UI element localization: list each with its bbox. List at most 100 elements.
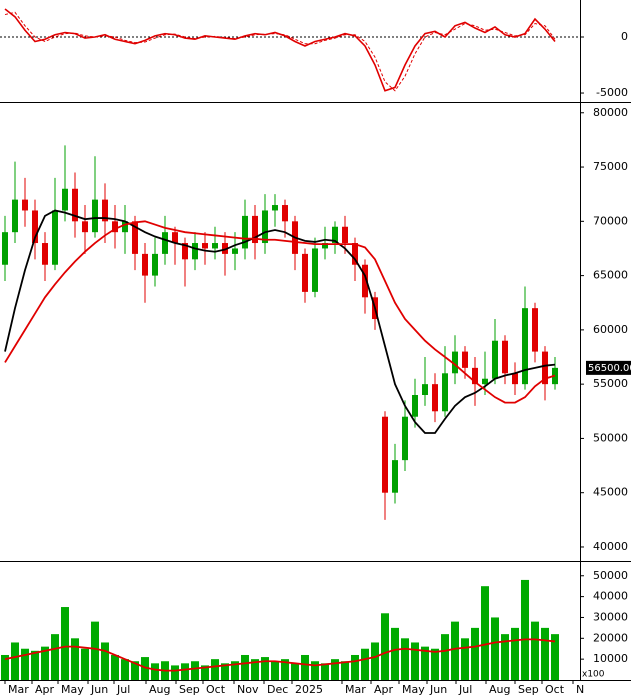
x-tick-label: Apr — [374, 683, 394, 696]
candle-body — [152, 253, 158, 276]
last-price-box — [586, 360, 631, 375]
candle-body — [172, 232, 178, 244]
volume-bar — [91, 621, 99, 680]
line — [4, 638, 556, 672]
candle-body — [202, 243, 208, 249]
candle-body — [192, 243, 198, 260]
volume-bar — [351, 654, 359, 680]
candle-body — [132, 221, 138, 254]
y-tick-label: 55000 — [593, 377, 628, 390]
candle-body — [402, 416, 408, 461]
y-tick-label: 0 — [621, 30, 628, 43]
candle-body — [382, 416, 388, 493]
volume-bar — [111, 654, 119, 680]
candle-body — [492, 340, 498, 379]
candle-body — [462, 351, 468, 368]
volume-bar — [511, 627, 519, 680]
line — [4, 8, 556, 92]
candle-body — [502, 340, 508, 374]
candle-body — [362, 264, 368, 298]
volume-bar — [521, 579, 529, 680]
candle-body — [522, 308, 528, 385]
volume-bar — [51, 634, 59, 680]
volume-bar — [1, 654, 9, 680]
candle-body — [112, 221, 118, 233]
y-tick-label: 40000 — [593, 540, 628, 553]
x-tick-label: Apr — [35, 683, 55, 696]
volume-bar — [401, 638, 409, 680]
candle-body — [22, 199, 28, 211]
y-tick-label: 75000 — [593, 160, 628, 173]
last-price-label: 56500.00 — [588, 363, 631, 374]
candle-body — [322, 243, 328, 249]
volume-bar — [441, 634, 449, 680]
x-tick-label: Jun — [429, 683, 447, 696]
volume-bar — [181, 663, 189, 680]
volume-bar — [421, 646, 429, 680]
candle-body — [432, 384, 438, 412]
candle-body — [452, 351, 458, 374]
y-tick-label: 30000 — [593, 610, 628, 623]
volume-bar — [371, 642, 379, 680]
x-tick-label: May — [61, 683, 84, 696]
volume-bar — [381, 613, 389, 680]
candle-body — [412, 395, 418, 417]
candle-body — [212, 243, 218, 249]
y-tick-label: 80000 — [593, 106, 628, 119]
volume-bar — [291, 663, 299, 680]
y-tick-label: 45000 — [593, 486, 628, 499]
volume-bar — [471, 627, 479, 680]
y-tick-label: 20000 — [593, 631, 628, 644]
y-tick-label: 50000 — [593, 431, 628, 444]
candle-body — [242, 215, 248, 249]
candle-body — [52, 210, 58, 265]
candle-body — [72, 188, 78, 222]
candle-body — [472, 367, 478, 385]
volume-bar — [281, 659, 289, 680]
x-tick-label: 2025 — [295, 683, 323, 696]
candle-body — [262, 210, 268, 244]
candle-body — [352, 243, 358, 265]
candle-body — [342, 226, 348, 244]
candle-body — [182, 243, 188, 260]
volume-bar — [491, 617, 499, 680]
candle-body — [42, 243, 48, 265]
x-tick-label: Aug — [489, 683, 510, 696]
candle-body — [2, 232, 8, 265]
candle-body — [32, 210, 38, 244]
volume-bar — [41, 646, 49, 680]
volume-bar — [391, 627, 399, 680]
candle-body — [232, 248, 238, 254]
volume-bar — [451, 621, 459, 680]
x-tick-label: Oct — [545, 683, 565, 696]
volume-bar — [121, 659, 129, 680]
volume-bar — [501, 634, 509, 680]
volume-bar — [71, 638, 79, 680]
candle-body — [92, 199, 98, 233]
candle-body — [532, 308, 538, 352]
volume-bar — [231, 661, 239, 680]
y-tick-label: -5000 — [596, 86, 628, 99]
volume-bar — [431, 648, 439, 680]
x-tick-label: Mar — [8, 683, 29, 696]
volume-bar — [101, 642, 109, 680]
x-tick-label: N — [576, 683, 584, 696]
volume-bar — [481, 586, 489, 680]
candle-body — [252, 215, 258, 244]
volume-bar — [171, 665, 179, 680]
volume-bar — [251, 659, 259, 680]
volume-bar — [31, 650, 39, 680]
volume-bar — [541, 627, 549, 680]
volume-bar — [461, 638, 469, 680]
line — [4, 209, 556, 434]
volume-bar — [151, 663, 159, 680]
candle-body — [482, 378, 488, 385]
volume-bar — [331, 659, 339, 680]
x-tick-label: Dec — [267, 683, 288, 696]
candle-body — [82, 221, 88, 233]
volume-bar — [211, 659, 219, 680]
line — [4, 220, 556, 404]
unit-label: x100 — [582, 670, 605, 680]
volume-bar — [221, 663, 229, 680]
y-tick-label: 65000 — [593, 269, 628, 282]
